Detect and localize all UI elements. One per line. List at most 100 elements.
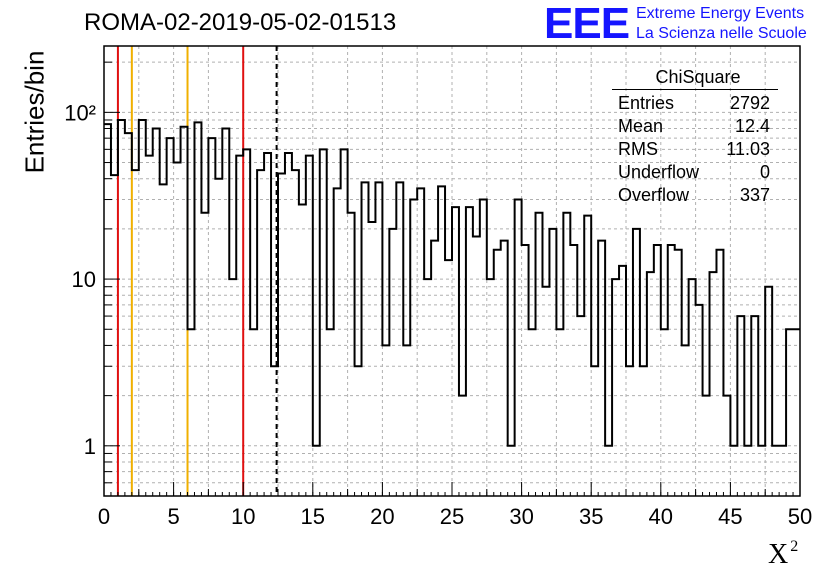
histogram-bin <box>194 122 201 496</box>
histogram-bin <box>243 149 250 496</box>
x-tick-label: 30 <box>509 504 533 529</box>
histogram-bin <box>563 213 570 496</box>
histogram-bin <box>146 156 153 496</box>
histogram-bin <box>348 213 355 496</box>
histogram-bin <box>584 216 591 496</box>
histogram-bin <box>501 241 508 496</box>
histogram-bin <box>723 396 730 496</box>
histogram-bin <box>306 156 313 496</box>
histogram-step-line <box>104 118 800 447</box>
y-tick-label: 1 <box>84 434 96 459</box>
histogram-bin <box>536 213 543 496</box>
histogram-bin <box>682 345 689 496</box>
stats-label: Underflow <box>618 162 700 182</box>
x-tick-label: 20 <box>370 504 394 529</box>
run-title: ROMA-02-2019-05-02-01513 <box>84 9 397 36</box>
histogram-bin <box>793 329 800 496</box>
histogram-bin <box>542 287 549 496</box>
histogram-bin <box>522 245 529 496</box>
stats-label: Entries <box>618 93 675 113</box>
histogram-bin <box>772 446 779 496</box>
histogram-bin <box>208 138 215 496</box>
histogram-bin <box>445 260 452 496</box>
histogram-bin <box>264 153 271 496</box>
histogram-bin <box>118 120 125 496</box>
stats-label: Mean <box>618 116 664 136</box>
stats-row-rms: RMS 11.03 <box>612 138 778 161</box>
histogram-bin <box>577 316 584 496</box>
x-tick-label: 5 <box>167 504 179 529</box>
histogram-bin <box>459 396 466 496</box>
histogram-bin <box>612 279 619 496</box>
histogram-bin <box>320 149 327 496</box>
histogram-bin <box>703 396 710 496</box>
x-tick-label: 40 <box>649 504 673 529</box>
histogram-bin <box>188 329 195 496</box>
histogram-bin <box>222 129 229 496</box>
histogram-bin <box>730 446 737 496</box>
eee-logo: EEE <box>544 0 630 48</box>
histogram-bin <box>299 205 306 496</box>
stats-box: ChiSquare Entries 2792 Mean 12.4 RMS 11.… <box>612 66 778 207</box>
histogram-bin <box>487 279 494 496</box>
histogram-bin <box>508 446 515 496</box>
histogram-bin <box>201 213 208 496</box>
stats-value: 11.03 <box>726 139 770 159</box>
histogram-bin <box>710 272 717 496</box>
histogram-bin <box>689 279 696 496</box>
stats-value: 0 <box>759 162 770 182</box>
histogram-bin <box>111 175 118 496</box>
stats-title: ChiSquare <box>612 66 778 90</box>
axis-ticks <box>103 61 801 497</box>
histogram-bin <box>661 329 668 496</box>
histogram-bin <box>271 366 278 496</box>
x-tick-label: 0 <box>98 504 110 529</box>
histogram-bin <box>285 153 292 496</box>
histogram-bin <box>737 316 744 496</box>
x-tick-label: 10 <box>231 504 255 529</box>
y-tick-label: 10² <box>64 100 96 125</box>
histogram-bin <box>438 186 445 496</box>
histogram-bin <box>466 207 473 496</box>
histogram-bin <box>334 188 341 496</box>
histogram-bin <box>139 120 146 496</box>
histogram-bin <box>327 329 334 496</box>
histogram-bin <box>515 200 522 496</box>
histogram-bin <box>556 329 563 496</box>
histogram-bin <box>751 316 758 496</box>
histogram-bin <box>215 179 222 496</box>
histogram-bin <box>355 366 362 496</box>
histogram-bin <box>132 170 139 496</box>
histogram-bin <box>529 329 536 496</box>
histogram-bin <box>292 170 299 496</box>
brand-line-1: Extreme Energy Events <box>636 5 805 22</box>
histogram-bin <box>424 279 431 496</box>
histogram-bin <box>640 366 647 496</box>
histogram-bin <box>675 250 682 496</box>
histogram-bin <box>480 200 487 496</box>
tick-labels: 0 5 10 15 20 25 30 35 40 45 50 1 10 10² <box>64 100 812 529</box>
histogram-bin <box>716 250 723 496</box>
histogram-bin <box>549 229 556 496</box>
histogram-bin <box>647 272 654 496</box>
histogram-bin <box>160 184 167 496</box>
histogram-bin <box>779 446 786 496</box>
histogram-bin <box>229 279 236 496</box>
histogram-bin <box>278 173 285 496</box>
histogram-bin <box>619 266 626 496</box>
histogram-bin <box>570 245 577 496</box>
histogram-bin <box>668 245 675 496</box>
histogram-bin <box>605 446 612 496</box>
histogram-bin <box>389 229 396 496</box>
x-tick-label: 50 <box>788 504 812 529</box>
stats-row-entries: Entries 2792 <box>612 92 778 115</box>
histogram-bin <box>313 446 320 496</box>
histogram-bin <box>633 229 640 496</box>
histogram-bin <box>765 287 772 496</box>
x-tick-label: 45 <box>718 504 742 529</box>
histogram-bin <box>431 241 438 496</box>
histogram-bin <box>591 366 598 496</box>
histogram-bin <box>341 149 348 496</box>
